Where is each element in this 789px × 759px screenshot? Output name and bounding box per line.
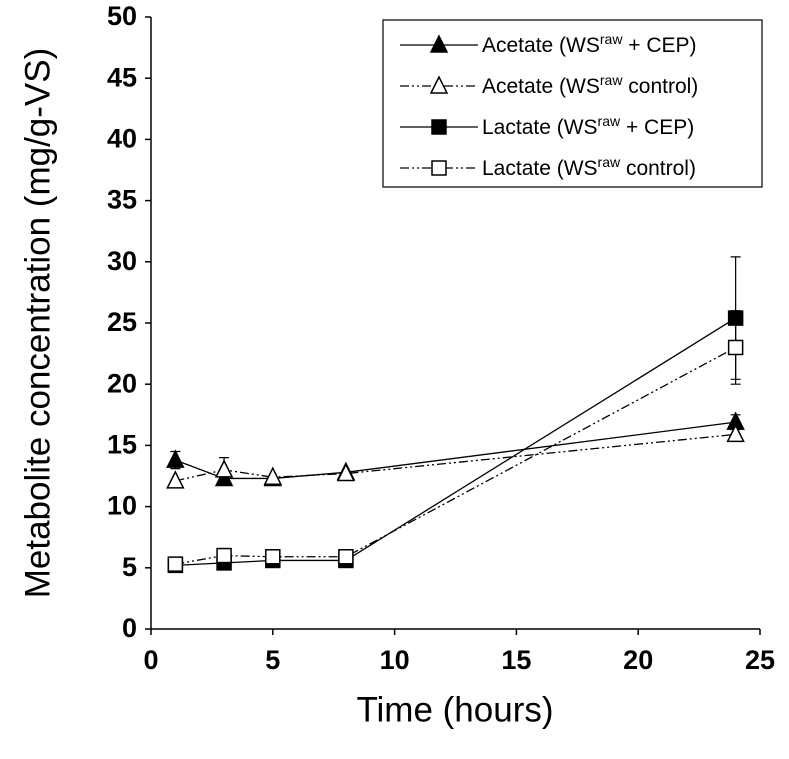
marker xyxy=(727,339,744,356)
legend-label: Acetate (WSraw control) xyxy=(482,72,698,98)
marker xyxy=(431,119,447,135)
y-tick-label: 5 xyxy=(122,552,137,582)
marker xyxy=(726,423,745,443)
legend-text-part: control) xyxy=(620,157,696,180)
marker xyxy=(265,549,281,565)
y-tick-label: 35 xyxy=(107,185,137,215)
legend-text-part: raw xyxy=(598,113,621,129)
x-tick-label: 25 xyxy=(745,645,775,675)
series-line xyxy=(175,421,736,480)
x-tick-label: 15 xyxy=(501,645,531,675)
marker xyxy=(429,34,449,53)
legend-text-part: + CEP) xyxy=(620,116,694,139)
y-axis-title: Metabolite concentration (mg/g-VS) xyxy=(18,48,57,599)
legend-label: Lactate (WSraw + CEP) xyxy=(482,113,694,139)
marker xyxy=(429,75,449,94)
marker xyxy=(336,462,356,482)
marker xyxy=(338,549,354,565)
legend-text-part: Acetate (WS xyxy=(482,34,600,57)
marker xyxy=(431,160,447,176)
y-tick-label: 40 xyxy=(107,124,137,154)
y-tick-label: 50 xyxy=(107,1,137,31)
legend-text-part: raw xyxy=(600,31,623,47)
y-tick-label: 25 xyxy=(107,307,137,337)
legend-text-part: raw xyxy=(598,154,621,170)
x-tick-label: 20 xyxy=(623,645,653,675)
x-tick-label: 5 xyxy=(265,645,280,675)
y-tick-label: 45 xyxy=(107,62,137,92)
x-tick-label: 0 xyxy=(143,645,158,675)
marker xyxy=(263,466,283,485)
marker xyxy=(166,449,185,468)
legend-label: Acetate (WSraw + CEP) xyxy=(482,31,697,57)
legend-label: Lactate (WSraw control) xyxy=(482,154,696,180)
y-tick-label: 0 xyxy=(122,613,137,643)
marker xyxy=(167,556,184,572)
legend-text-part: + CEP) xyxy=(622,34,696,57)
y-tick-label: 10 xyxy=(107,491,137,521)
series-line xyxy=(175,317,736,567)
legend-text-part: Lactate (WS xyxy=(482,157,598,180)
y-tick-label: 15 xyxy=(107,430,137,460)
legend-box xyxy=(382,19,763,188)
marker xyxy=(214,459,234,478)
y-tick-label: 20 xyxy=(107,368,137,398)
legend-text-part: raw xyxy=(600,72,623,88)
x-tick-label: 10 xyxy=(380,645,410,675)
x-axis-title: Time (hours) xyxy=(356,690,553,729)
series-line xyxy=(175,346,736,565)
marker xyxy=(727,310,744,326)
legend-text-part: Acetate (WS xyxy=(482,75,600,98)
y-tick-label: 30 xyxy=(107,246,137,276)
marker xyxy=(166,470,185,489)
legend-text-part: Lactate (WS xyxy=(482,116,598,139)
marker xyxy=(216,547,232,564)
legend-text-part: control) xyxy=(622,75,698,98)
